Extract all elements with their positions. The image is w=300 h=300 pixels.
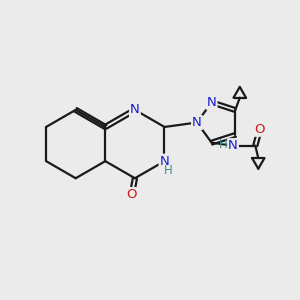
Text: H: H [219,138,228,151]
Text: H: H [164,164,172,177]
Text: N: N [130,103,140,116]
Text: O: O [127,188,137,201]
Text: N: N [192,116,202,129]
Text: N: N [207,96,217,109]
Text: N: N [160,154,170,168]
Text: N: N [228,139,238,152]
Text: O: O [254,123,265,136]
